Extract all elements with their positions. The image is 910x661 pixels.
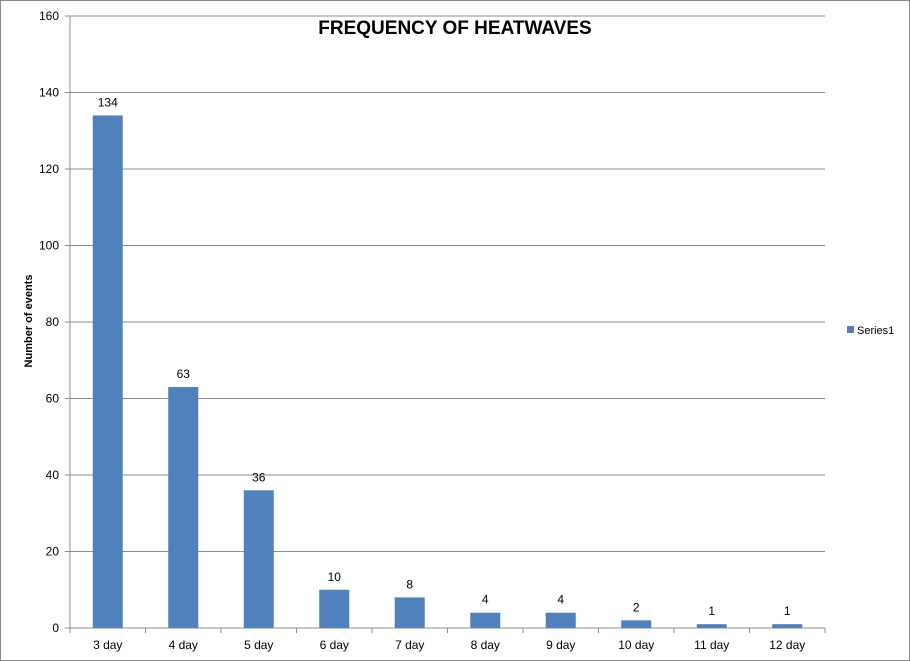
chart-title: FREQUENCY OF HEATWAVES bbox=[318, 18, 591, 39]
data-label: 134 bbox=[98, 95, 118, 109]
data-label: 2 bbox=[633, 600, 640, 614]
x-tick-label: 10 day bbox=[618, 638, 654, 652]
x-tick-label: 3 day bbox=[93, 638, 122, 652]
y-tick-label: 40 bbox=[46, 468, 60, 482]
data-label: 1 bbox=[708, 604, 715, 618]
y-axis-label: Number of events bbox=[23, 275, 35, 368]
y-tick-label: 60 bbox=[46, 392, 60, 406]
bar bbox=[470, 612, 501, 628]
bar bbox=[394, 597, 425, 628]
x-tick-label: 8 day bbox=[471, 638, 500, 652]
data-label: 4 bbox=[557, 593, 564, 607]
y-tick-label: 160 bbox=[39, 9, 59, 23]
bar bbox=[696, 624, 727, 628]
x-tick-label: 4 day bbox=[169, 638, 198, 652]
data-label: 8 bbox=[406, 577, 413, 591]
bar bbox=[243, 490, 274, 628]
data-labels: 134 63 36 10 8 4 4 2 1 1 bbox=[98, 95, 791, 618]
y-tick-label: 20 bbox=[46, 545, 60, 559]
bar bbox=[545, 612, 576, 628]
x-tick-label: 6 day bbox=[320, 638, 349, 652]
y-tick-label: 120 bbox=[39, 162, 59, 176]
legend: Series1 bbox=[847, 325, 894, 337]
y-tick-label: 100 bbox=[39, 239, 59, 253]
bar bbox=[319, 589, 350, 628]
bar bbox=[621, 620, 652, 628]
x-tick-label: 5 day bbox=[244, 638, 273, 652]
bars bbox=[92, 115, 803, 628]
y-tick-label: 80 bbox=[46, 315, 60, 329]
data-label: 4 bbox=[482, 593, 489, 607]
data-label: 1 bbox=[784, 604, 791, 618]
bar bbox=[168, 387, 199, 628]
data-label: 36 bbox=[252, 470, 266, 484]
x-tick-label: 9 day bbox=[546, 638, 575, 652]
y-tick-label: 0 bbox=[52, 621, 59, 635]
x-tick-label: 7 day bbox=[395, 638, 424, 652]
legend-label: Series1 bbox=[857, 325, 894, 337]
x-tick-label: 11 day bbox=[694, 638, 729, 652]
bar bbox=[772, 624, 803, 628]
legend-swatch bbox=[847, 326, 854, 333]
y-tick-label: 140 bbox=[39, 86, 59, 100]
data-label: 10 bbox=[328, 570, 342, 584]
axes: 0 20 40 60 80 100 120 140 160 3 day 4 day 5 day 6 da… bbox=[39, 9, 826, 652]
bar bbox=[92, 115, 123, 628]
data-label: 63 bbox=[177, 367, 191, 381]
x-tick-label: 12 day bbox=[769, 638, 805, 652]
